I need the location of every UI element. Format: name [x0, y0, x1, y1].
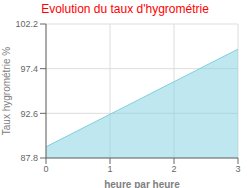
svg-text:92.6: 92.6: [20, 109, 38, 119]
html-text:Evolution du taux d'hygrométri: Evolution du taux d'hygrométrie: [41, 2, 209, 16]
svg-text:heure par heure: heure par heure: [104, 179, 180, 188]
svg-text:0: 0: [43, 164, 48, 174]
svg-text:102.2: 102.2: [15, 19, 38, 29]
svg-text:2: 2: [171, 164, 176, 174]
svg-text:1: 1: [107, 164, 112, 174]
svg-text:3: 3: [235, 164, 240, 174]
svg-text:87.8: 87.8: [20, 153, 38, 163]
svg-text:97.4: 97.4: [20, 64, 38, 74]
svg-text:Taux hygrométrie %: Taux hygrométrie %: [8, 47, 12, 135]
